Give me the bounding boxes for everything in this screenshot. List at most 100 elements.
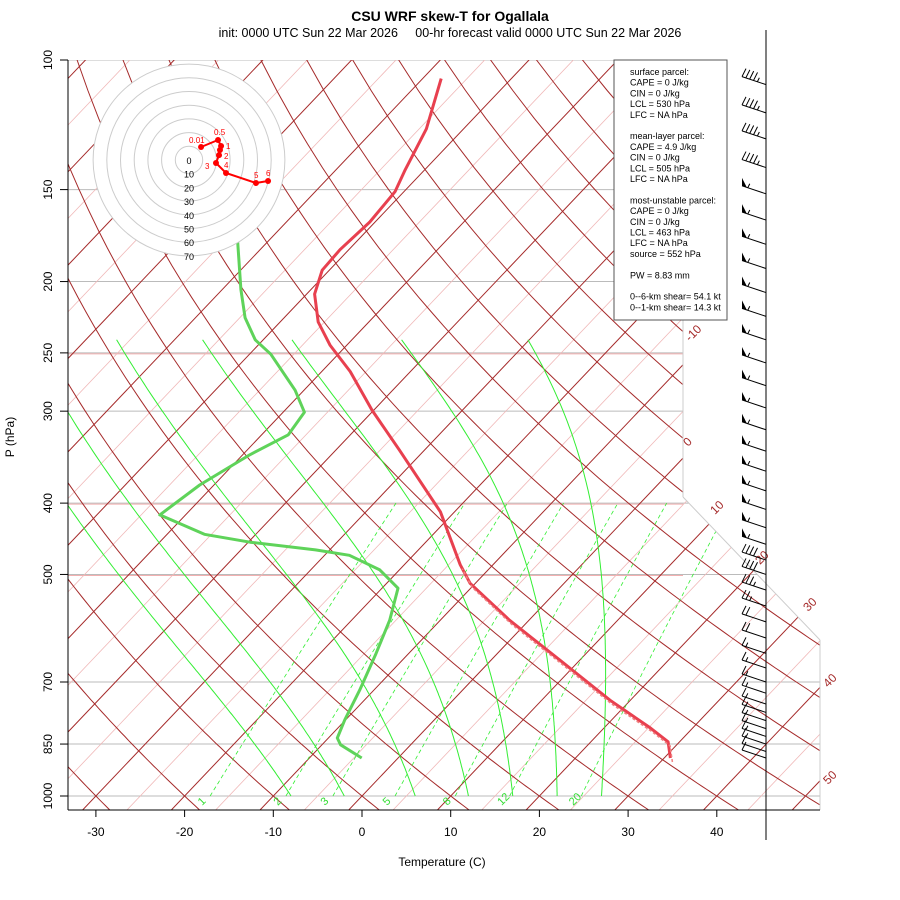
barb-half-feather bbox=[747, 282, 751, 287]
barb-feather bbox=[741, 151, 747, 160]
dry-adiabat-line bbox=[110, 60, 820, 810]
barb-half-feather bbox=[747, 209, 751, 215]
barb-feather bbox=[749, 99, 755, 108]
info-line: CIN = 0 J/kg bbox=[630, 88, 680, 98]
barb-half-feather bbox=[747, 183, 751, 188]
isotherm-minor-line bbox=[68, 60, 695, 810]
barb-staff bbox=[741, 399, 767, 409]
moist-adiabat-line bbox=[291, 339, 514, 797]
barb-pennant bbox=[742, 455, 747, 465]
barb-half-feather bbox=[756, 105, 760, 111]
barb-staff bbox=[741, 500, 767, 510]
info-line: CIN = 0 J/kg bbox=[630, 153, 680, 163]
isotherm-label: 10 bbox=[707, 498, 727, 518]
barb-half-feather bbox=[745, 657, 749, 662]
x-tick-label: -10 bbox=[265, 825, 283, 839]
barb-feather bbox=[741, 68, 747, 77]
barb-pennant bbox=[742, 369, 747, 380]
dry-adiabat-line bbox=[68, 60, 472, 810]
barb-feather bbox=[741, 589, 747, 599]
barb-half-feather bbox=[747, 258, 751, 263]
hodograph-point-label: 1 bbox=[226, 142, 231, 151]
isotherm-line bbox=[68, 60, 207, 810]
barb-feather bbox=[749, 125, 755, 134]
info-line: surface parcel: bbox=[630, 67, 689, 77]
barb-feather bbox=[745, 69, 751, 79]
barb-half-feather bbox=[756, 131, 760, 137]
barb-feather bbox=[745, 606, 751, 616]
barb-staff bbox=[741, 743, 767, 752]
barb-staff bbox=[741, 76, 767, 86]
wind-barbs bbox=[741, 68, 767, 759]
barb-feather bbox=[741, 741, 747, 751]
barb-staff bbox=[741, 421, 767, 431]
wind-barb bbox=[741, 621, 767, 639]
wind-barb bbox=[741, 637, 767, 654]
info-box-frame bbox=[613, 59, 728, 321]
barb-staff bbox=[741, 307, 767, 317]
info-line: LFC = NA hPa bbox=[630, 110, 688, 120]
barb-half-feather bbox=[745, 642, 749, 647]
barb-feather bbox=[745, 575, 751, 584]
wind-barb bbox=[741, 558, 767, 575]
mixing-ratio-line bbox=[580, 502, 732, 797]
barb-pennant bbox=[742, 391, 747, 402]
info-line: PW = 8.83 mm bbox=[630, 270, 690, 280]
hodograph-ring bbox=[147, 118, 231, 202]
barb-pennant bbox=[742, 474, 747, 485]
barb-staff bbox=[741, 130, 767, 140]
barb-staff bbox=[741, 159, 767, 169]
wind-barb bbox=[741, 323, 767, 341]
y-tick-label: 850 bbox=[41, 734, 55, 754]
barb-feather bbox=[741, 676, 747, 686]
x-tick-label: 10 bbox=[444, 825, 458, 839]
hodograph: 0 10 20 30 40 50 60 70 0.01 0.512 3 4 5 6 bbox=[92, 63, 286, 262]
hodograph-point-label: 2 bbox=[224, 152, 229, 161]
barb-half-feather bbox=[756, 160, 760, 165]
barb-half-feather bbox=[747, 499, 751, 504]
wind-barb bbox=[741, 151, 767, 169]
barb-staff bbox=[741, 519, 767, 529]
barb-staff bbox=[741, 260, 767, 269]
mixing-ratio-line bbox=[394, 502, 564, 797]
mixing-ratio-line bbox=[509, 502, 668, 797]
hodograph-ring-label: 20 bbox=[184, 183, 194, 193]
mixing-ratio-line bbox=[454, 502, 619, 797]
hodograph-point bbox=[198, 143, 205, 150]
hodograph-point bbox=[215, 136, 222, 143]
mixing-ratio-label: 5 bbox=[381, 795, 394, 808]
moist-adiabat-line bbox=[68, 339, 345, 797]
hodograph-point-label: 6 bbox=[266, 169, 271, 178]
hodograph-ring bbox=[106, 77, 272, 243]
barb-feather bbox=[745, 559, 751, 568]
barb-staff bbox=[741, 104, 767, 114]
moist-adiabat-line bbox=[401, 339, 558, 796]
mixing-ratio-line bbox=[285, 502, 466, 797]
barb-feather bbox=[741, 687, 747, 697]
wind-barb bbox=[741, 493, 767, 510]
hodograph-point-label: 4 bbox=[224, 161, 229, 170]
barb-feather bbox=[753, 155, 758, 164]
mixing-ratio-line bbox=[332, 502, 508, 797]
wind-barb bbox=[741, 276, 767, 294]
x-tick-label: 40 bbox=[710, 825, 724, 839]
dry-adiabat-line bbox=[378, 60, 820, 810]
isotherm-line bbox=[612, 60, 820, 810]
dry-adiabat-line bbox=[734, 60, 820, 810]
isotherm-minor-line bbox=[835, 26, 900, 811]
hodograph-point-label: 0.01 bbox=[189, 136, 205, 145]
isotherm-label: 40 bbox=[820, 671, 840, 691]
barb-feather bbox=[741, 651, 747, 661]
barb-half-feather bbox=[747, 306, 751, 311]
plot-border bbox=[682, 496, 821, 641]
info-line: CAPE = 0 J/kg bbox=[630, 78, 689, 88]
wind-barb bbox=[741, 511, 767, 529]
wind-barb bbox=[741, 605, 767, 623]
dry-adiabat-line bbox=[199, 60, 820, 810]
hodograph-point bbox=[216, 152, 223, 159]
barb-pennant bbox=[742, 177, 747, 188]
barb-feather bbox=[741, 727, 747, 737]
